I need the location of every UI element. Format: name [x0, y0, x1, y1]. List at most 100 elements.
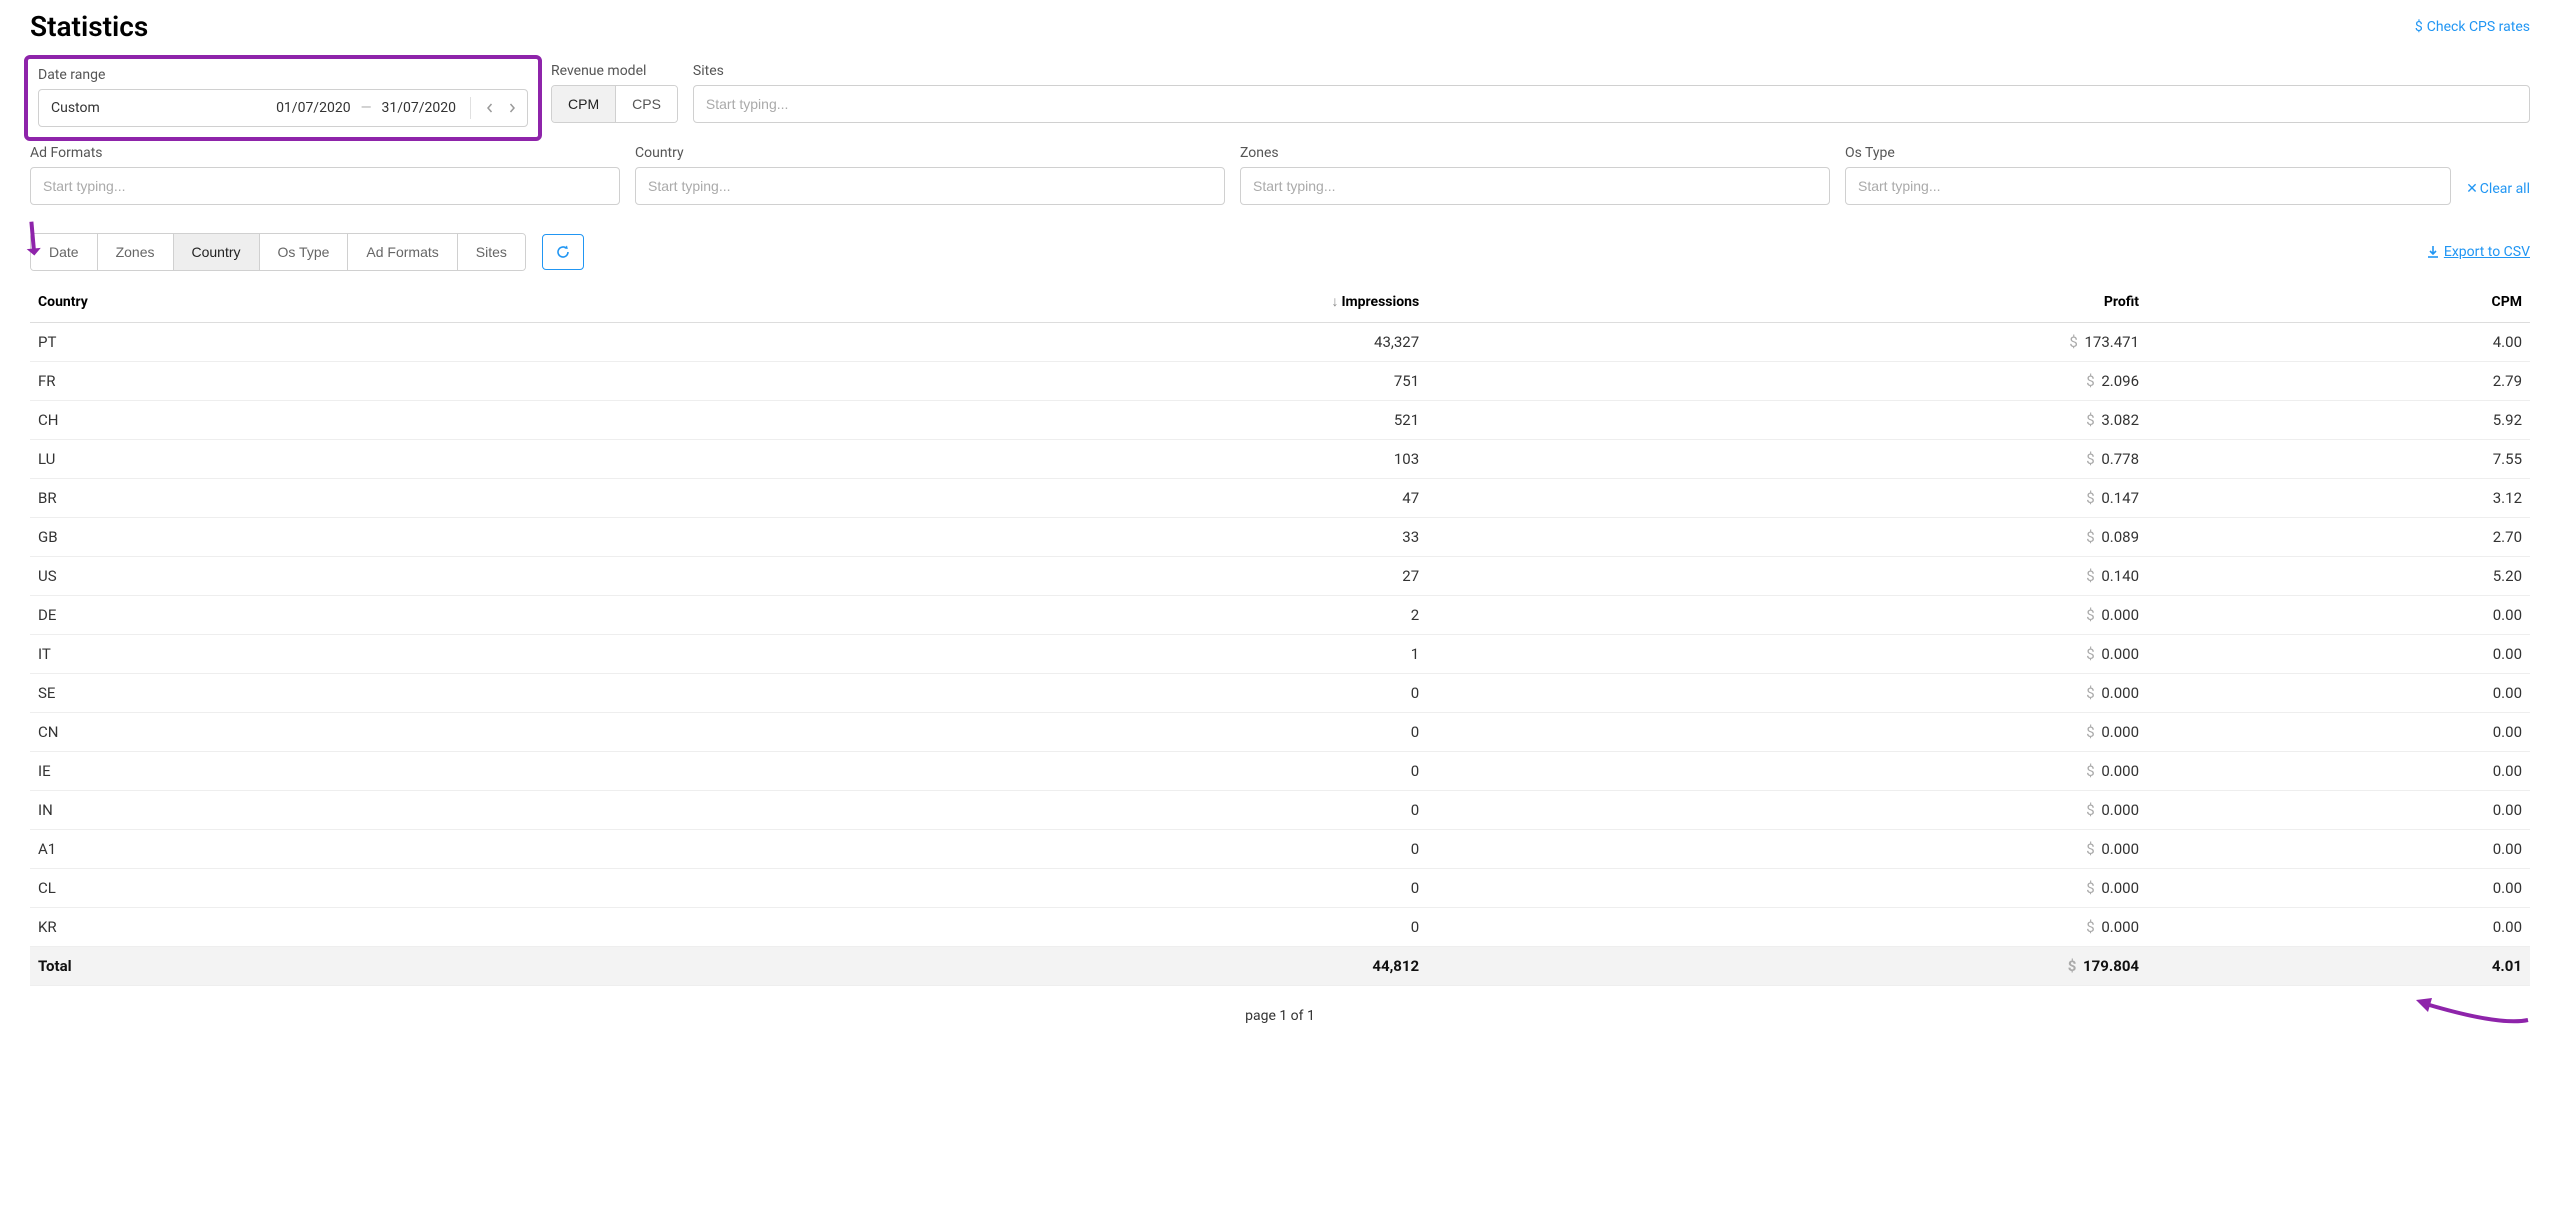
cell-profit: $ 0.000: [1427, 830, 2147, 869]
col-cpm[interactable]: CPM: [2147, 281, 2530, 323]
cell-profit: $ 0.778: [1427, 440, 2147, 479]
os-type-input[interactable]: [1845, 167, 2451, 205]
date-prev-button[interactable]: [479, 97, 501, 119]
cell-profit: $ 0.147: [1427, 479, 2147, 518]
tab-ad-formats[interactable]: Ad Formats: [348, 234, 457, 270]
check-cps-rates-link[interactable]: $ Check CPS rates: [2415, 19, 2530, 35]
revenue-model-cps-button[interactable]: CPS: [616, 86, 677, 122]
col-impressions[interactable]: ↓Impressions: [572, 281, 1427, 323]
table-row: LU103$ 0.7787.55: [30, 440, 2530, 479]
cell-country: IT: [30, 635, 572, 674]
cell-impressions: 751: [572, 362, 1427, 401]
currency-symbol: $: [2069, 333, 2077, 351]
revenue-model-label: Revenue model: [551, 63, 678, 79]
cell-impressions: 27: [572, 557, 1427, 596]
cell-cpm: 5.20: [2147, 557, 2530, 596]
cell-country: GB: [30, 518, 572, 557]
col-cpm-label: CPM: [2492, 294, 2522, 310]
tab-zones[interactable]: Zones: [98, 234, 174, 270]
table-row: SE0$ 0.0000.00: [30, 674, 2530, 713]
zones-input[interactable]: [1240, 167, 1830, 205]
tab-os-type[interactable]: Os Type: [260, 234, 349, 270]
currency-symbol: $: [2086, 606, 2094, 624]
stats-table: Country ↓Impressions Profit CPM PT43,327…: [30, 281, 2530, 986]
cell-country: IN: [30, 791, 572, 830]
cell-country: DE: [30, 596, 572, 635]
col-profit-label: Profit: [2104, 294, 2139, 310]
dimension-tabs: DateZonesCountryOs TypeAd FormatsSites: [30, 233, 526, 271]
cell-country: PT: [30, 323, 572, 362]
cell-profit: $ 0.000: [1427, 596, 2147, 635]
date-range-end: 31/07/2020: [376, 100, 463, 116]
zones-filter-label: Zones: [1240, 145, 1830, 161]
cell-profit: $ 3.082: [1427, 401, 2147, 440]
cell-profit: $ 0.000: [1427, 635, 2147, 674]
cell-country: IE: [30, 752, 572, 791]
table-row: BR47$ 0.1473.12: [30, 479, 2530, 518]
tab-country[interactable]: Country: [174, 234, 260, 270]
table-row: DE2$ 0.0000.00: [30, 596, 2530, 635]
currency-symbol: $: [2086, 489, 2094, 507]
currency-symbol: $: [2086, 762, 2094, 780]
table-row: CH521$ 3.0825.92: [30, 401, 2530, 440]
currency-symbol: $: [2086, 411, 2094, 429]
export-csv-link[interactable]: Export to CSV: [2426, 244, 2530, 260]
date-next-button[interactable]: [501, 97, 523, 119]
col-country[interactable]: Country: [30, 281, 572, 323]
cell-cpm: 0.00: [2147, 869, 2530, 908]
clear-all-link[interactable]: ✕ Clear all: [2466, 181, 2530, 205]
cell-cpm: 4.00: [2147, 323, 2530, 362]
cell-impressions: 2: [572, 596, 1427, 635]
cell-impressions: 521: [572, 401, 1427, 440]
check-cps-rates-label: Check CPS rates: [2427, 19, 2530, 35]
cell-impressions: 0: [572, 869, 1427, 908]
refresh-button[interactable]: [542, 234, 584, 270]
cell-cpm: 0.00: [2147, 791, 2530, 830]
cell-country: A1: [30, 830, 572, 869]
cell-cpm: 0.00: [2147, 635, 2530, 674]
col-profit[interactable]: Profit: [1427, 281, 2147, 323]
ad-formats-input[interactable]: [30, 167, 620, 205]
cell-cpm: 2.79: [2147, 362, 2530, 401]
export-csv-label: Export to CSV: [2444, 244, 2530, 260]
cell-impressions: 43,327: [572, 323, 1427, 362]
cell-country: CH: [30, 401, 572, 440]
table-row: FR751$ 2.0962.79: [30, 362, 2530, 401]
dollar-icon: $: [2415, 19, 2423, 35]
os-type-label: Os Type: [1845, 145, 2451, 161]
cell-total-label: Total: [30, 947, 572, 986]
cell-impressions: 0: [572, 791, 1427, 830]
table-row: CN0$ 0.0000.00: [30, 713, 2530, 752]
table-row: IT1$ 0.0000.00: [30, 635, 2530, 674]
cell-cpm: 7.55: [2147, 440, 2530, 479]
cell-profit: $ 0.000: [1427, 752, 2147, 791]
col-impressions-label: Impressions: [1341, 294, 1419, 310]
revenue-model-cpm-button[interactable]: CPM: [552, 86, 616, 122]
cell-cpm: 0.00: [2147, 830, 2530, 869]
cell-profit: $ 2.096: [1427, 362, 2147, 401]
cell-profit: $ 0.140: [1427, 557, 2147, 596]
page-title: Statistics: [30, 10, 148, 43]
cell-impressions: 103: [572, 440, 1427, 479]
cell-country: FR: [30, 362, 572, 401]
tab-sites[interactable]: Sites: [458, 234, 525, 270]
currency-symbol: $: [2068, 957, 2077, 975]
country-input[interactable]: [635, 167, 1225, 205]
cell-country: BR: [30, 479, 572, 518]
cell-impressions: 33: [572, 518, 1427, 557]
currency-symbol: $: [2086, 840, 2094, 858]
cell-country: SE: [30, 674, 572, 713]
cell-impressions: 0: [572, 674, 1427, 713]
date-range-picker[interactable]: Custom 01/07/2020 — 31/07/2020: [38, 89, 528, 127]
date-range-mode: Custom: [51, 100, 120, 116]
cell-country: US: [30, 557, 572, 596]
cell-profit: $ 0.000: [1427, 713, 2147, 752]
refresh-icon: [555, 244, 571, 260]
table-row: A10$ 0.0000.00: [30, 830, 2530, 869]
sites-input[interactable]: [693, 85, 2530, 123]
cell-cpm: 5.92: [2147, 401, 2530, 440]
cell-cpm: 2.70: [2147, 518, 2530, 557]
annotation-highlight-box: Date range Custom 01/07/2020 — 31/07/202…: [24, 55, 542, 141]
pager-text: page 1 of 1: [30, 1008, 2530, 1024]
date-range-start: 01/07/2020: [270, 100, 357, 116]
